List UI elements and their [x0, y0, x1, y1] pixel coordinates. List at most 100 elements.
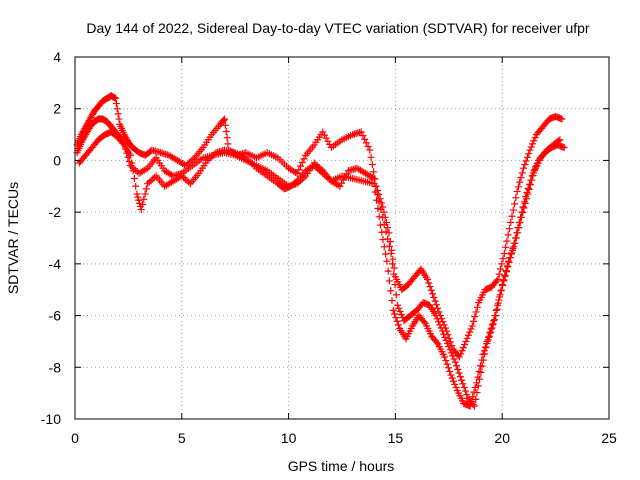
data-point-interp — [367, 153, 375, 161]
data-point-interp — [483, 339, 491, 347]
data-point — [385, 229, 393, 237]
data-point-interp — [375, 213, 383, 221]
data-point-interp — [512, 234, 520, 242]
data-point-interp — [359, 132, 367, 140]
data-point-interp — [474, 382, 482, 390]
data-point-interp — [138, 200, 146, 208]
data-point-interp — [180, 173, 188, 181]
data-point-interp — [463, 334, 471, 342]
data-point-interp — [489, 320, 497, 328]
data-point — [520, 164, 528, 172]
data-point-interp — [326, 140, 334, 148]
data-point-interp — [531, 134, 539, 142]
data-point — [513, 187, 521, 195]
data-point-interp — [495, 270, 503, 278]
data-point-interp — [427, 286, 435, 294]
data-point-interp — [183, 177, 191, 185]
data-point-interp — [508, 246, 516, 254]
data-point-interp — [209, 152, 217, 160]
data-point-interp — [322, 134, 330, 142]
data-point-interp — [450, 355, 458, 363]
data-point-interp — [373, 196, 381, 204]
y-tick-label: 4 — [53, 49, 61, 65]
data-point-interp — [371, 188, 379, 196]
data-point — [221, 115, 229, 123]
data-point-interp — [516, 178, 524, 186]
data-point-interp — [324, 137, 332, 145]
data-point-interp — [447, 349, 455, 357]
data-point-interp — [426, 283, 434, 291]
data-point-interp — [185, 158, 193, 166]
data-point-interp — [425, 279, 433, 287]
data-point-interp — [189, 155, 197, 163]
data-point-interp — [517, 173, 525, 181]
data-point-interp — [529, 140, 537, 148]
data-point-interp — [502, 243, 510, 251]
data-point-interp — [467, 325, 475, 333]
data-point — [383, 257, 391, 265]
data-point-interp — [384, 267, 392, 275]
data-point-interp — [362, 139, 370, 147]
data-point-interp — [395, 304, 403, 312]
data-point-interp — [132, 182, 140, 190]
data-point-interp — [80, 134, 88, 142]
data-point-interp — [85, 117, 93, 125]
data-point-interp — [482, 343, 490, 351]
data-point-interp — [81, 132, 89, 140]
data-point-interp — [496, 265, 504, 273]
data-point — [133, 190, 141, 198]
data-point-interp — [512, 194, 520, 202]
data-point-interp — [525, 150, 533, 158]
data-point-interp — [478, 356, 486, 364]
data-point — [556, 136, 564, 144]
data-point-interp — [392, 314, 400, 322]
data-point-interp — [134, 193, 142, 201]
data-point-interp — [123, 135, 131, 143]
data-point-interp — [496, 293, 504, 301]
data-point — [430, 293, 438, 301]
data-point-interp — [130, 175, 138, 183]
data-point-interp — [388, 260, 396, 268]
y-axis-label: SDTVAR / TECUs — [5, 182, 21, 294]
data-point-interp — [391, 281, 399, 289]
data-point-interp — [84, 126, 92, 134]
data-point-interp — [89, 110, 97, 118]
data-point-interp — [320, 171, 328, 179]
data-point-interp — [515, 224, 523, 232]
data-point-interp — [320, 131, 328, 139]
data-point — [458, 376, 466, 384]
data-point — [438, 327, 446, 335]
data-point — [144, 180, 152, 188]
data-point-interp — [114, 110, 122, 118]
data-point-interp — [494, 299, 502, 307]
data-point-interp — [142, 185, 150, 193]
data-point-interp — [433, 315, 441, 323]
data-point-interp — [460, 383, 468, 391]
data-point-interp — [456, 373, 464, 381]
data-point — [310, 162, 318, 170]
data-point-interp — [471, 383, 479, 391]
data-point-interp — [521, 199, 529, 207]
data-point — [498, 281, 506, 289]
data-point-interp — [376, 195, 384, 203]
data-point — [507, 218, 515, 226]
data-point-interp — [315, 166, 323, 174]
data-point — [366, 146, 374, 154]
data-point-interp — [444, 339, 452, 347]
data-point — [370, 180, 378, 188]
data-point-interp — [508, 212, 516, 220]
data-point-interp — [135, 196, 143, 204]
data-point-interp — [466, 328, 474, 336]
data-point-interp — [88, 112, 96, 120]
data-point-interp — [467, 397, 475, 405]
data-point — [558, 115, 566, 123]
data-point — [82, 131, 90, 139]
data-point-interp — [147, 177, 155, 185]
data-point-interp — [461, 387, 469, 395]
data-point-interp — [223, 134, 231, 142]
data-point-interp — [397, 311, 405, 319]
data-point — [526, 146, 534, 154]
y-tick-label: 0 — [53, 152, 61, 168]
data-point-interp — [504, 231, 512, 239]
data-point-interp — [382, 250, 390, 258]
